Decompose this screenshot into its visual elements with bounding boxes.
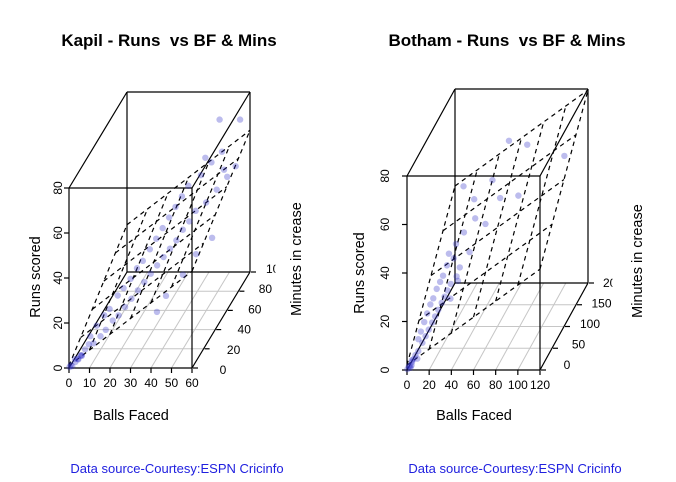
y-axis-label: Runs scored <box>352 232 368 314</box>
panel-title-botham: Botham - Runs vs BF & Mins <box>388 31 626 50</box>
svg-text:100: 100 <box>580 317 600 331</box>
y-axis-label: Runs scored <box>28 236 44 318</box>
svg-text:40: 40 <box>238 323 252 337</box>
svg-text:20: 20 <box>422 378 436 392</box>
svg-text:0: 0 <box>564 358 571 372</box>
svg-text:60: 60 <box>467 378 481 392</box>
svg-text:100: 100 <box>508 378 528 392</box>
svg-text:50: 50 <box>165 376 179 390</box>
panel-kapil: Kapil - Runs vs BF & Mins 0 10 20 30 40 50 60 0… <box>28 31 305 476</box>
panel-title-kapil: Kapil - Runs vs BF & Mins <box>61 31 277 50</box>
svg-text:20: 20 <box>51 316 65 330</box>
svg-text:40: 40 <box>51 271 65 285</box>
svg-text:40: 40 <box>378 266 392 280</box>
svg-text:20: 20 <box>227 343 241 357</box>
svg-text:150: 150 <box>591 297 611 311</box>
svg-text:40: 40 <box>144 376 158 390</box>
svg-text:100: 100 <box>266 262 286 276</box>
data-source-note: Data source-Courtesy:ESPN Cricinfo <box>70 461 284 476</box>
svg-text:20: 20 <box>378 315 392 329</box>
svg-text:30: 30 <box>124 376 138 390</box>
svg-text:60: 60 <box>185 376 199 390</box>
svg-text:60: 60 <box>378 218 392 232</box>
svg-text:20: 20 <box>103 376 117 390</box>
svg-text:80: 80 <box>378 169 392 183</box>
svg-text:80: 80 <box>259 282 273 296</box>
panel-botham: Botham - Runs vs BF & Mins 0 20 40 60 80 100 1… <box>338 0 676 482</box>
svg-text:200: 200 <box>603 276 623 290</box>
svg-text:40: 40 <box>445 378 459 392</box>
svg-text:60: 60 <box>248 302 262 316</box>
x-axis-label: Balls Faced <box>436 408 512 424</box>
svg-text:120: 120 <box>530 378 550 392</box>
data-source-note: Data source-Courtesy:ESPN Cricinfo <box>408 461 622 476</box>
svg-text:80: 80 <box>489 378 503 392</box>
svg-text:0: 0 <box>378 366 392 373</box>
svg-text:80: 80 <box>51 181 65 195</box>
z-axis-label: Minutes in crease <box>630 204 646 318</box>
svg-text:0: 0 <box>220 363 227 377</box>
svg-text:0: 0 <box>404 378 411 392</box>
svg-text:10: 10 <box>83 376 97 390</box>
svg-text:0: 0 <box>51 364 65 371</box>
svg-text:50: 50 <box>572 338 586 352</box>
x-axis-label: Balls Faced <box>93 408 169 424</box>
svg-text:60: 60 <box>51 226 65 240</box>
svg-text:0: 0 <box>66 376 73 390</box>
z-axis-label: Minutes in crease <box>289 202 305 316</box>
